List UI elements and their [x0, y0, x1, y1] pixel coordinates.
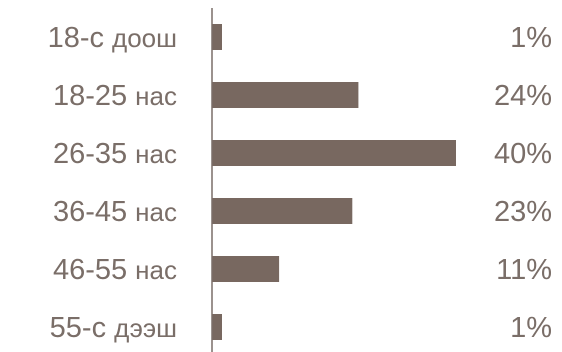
bar	[212, 82, 359, 108]
bar	[212, 256, 280, 282]
bar	[212, 140, 456, 166]
bar	[212, 314, 222, 340]
bar	[212, 198, 353, 224]
bars	[212, 24, 456, 340]
category-labels: 18-с доош 18-25 нас 26-35 нас 36-45 нас 46-5…	[48, 22, 177, 344]
category-label: 18-25 нас	[53, 80, 177, 112]
category-label: 18-с доош	[48, 22, 177, 54]
value-label: 23%	[494, 196, 552, 228]
value-label: 1%	[510, 22, 552, 54]
category-label: 46-55 нас	[53, 254, 177, 286]
category-label: 26-35 нас	[53, 138, 177, 170]
category-label: 36-45 нас	[53, 196, 177, 228]
value-label: 1%	[510, 312, 552, 344]
bar	[212, 24, 222, 50]
value-label: 24%	[494, 80, 552, 112]
value-labels: 1% 24% 40% 23% 11% 1%	[494, 22, 552, 344]
value-label: 40%	[494, 138, 552, 170]
value-label: 11%	[496, 254, 552, 286]
category-label: 55-с дээш	[50, 312, 177, 344]
